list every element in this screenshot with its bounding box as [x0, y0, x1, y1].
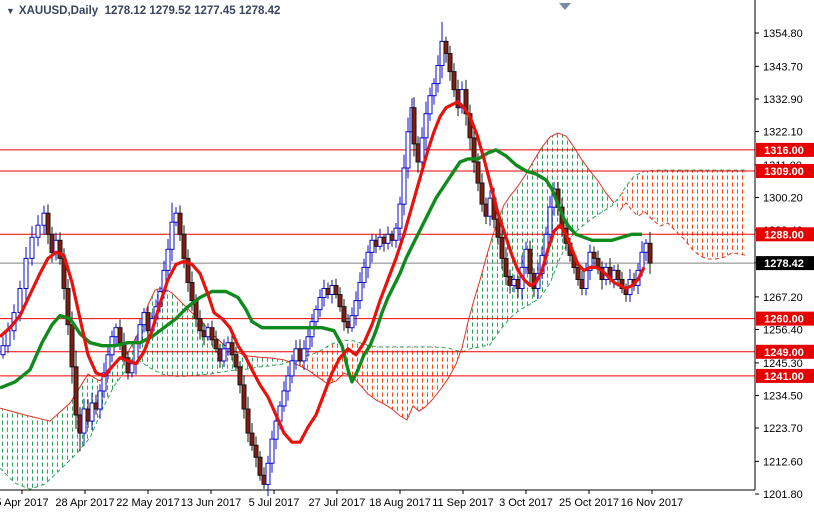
- price-level-label: 1316.00: [764, 145, 804, 157]
- price-level-label: 1309.00: [764, 166, 804, 178]
- date-tick-label: 18 Aug 2017: [369, 497, 431, 509]
- candles: [0, 21, 653, 497]
- chart-symbol-period: XAUUSD,Daily: [18, 5, 99, 17]
- price-level-label: 1278.42: [764, 258, 804, 270]
- chart-dropdown-icon[interactable]: ▼: [6, 6, 15, 16]
- price-tick-label: 1201.80: [763, 489, 803, 501]
- date-tick-label: 27 Jul 2017: [309, 497, 366, 509]
- price-tick-label: 1332.90: [763, 94, 803, 106]
- price-level-label: 1288.00: [764, 229, 804, 241]
- price-level-label: 1241.00: [764, 371, 804, 383]
- price-tick-label: 1322.10: [763, 127, 803, 139]
- level-price-labels: 1316.00 1309.00 1288.00 1260.00 1249.00 1241.…: [756, 142, 814, 383]
- price-tick-label: 1354.80: [763, 28, 803, 40]
- price-tick-label: 1223.70: [763, 423, 803, 435]
- price-level-label: 1249.00: [764, 347, 804, 359]
- date-tick-label: 3 Oct 2017: [499, 497, 553, 509]
- date-tick-label: 22 May 2017: [116, 497, 180, 509]
- date-tick-label: 25 Oct 2017: [559, 497, 619, 509]
- price-tick-label: 1267.20: [763, 292, 803, 304]
- price-tick-label: 1343.70: [763, 61, 803, 73]
- axes: [0, 0, 756, 491]
- date-tick-label: 11 Sep 2017: [432, 497, 494, 509]
- date-tick-label: 28 Apr 2017: [55, 497, 114, 509]
- chart-shift-marker-icon[interactable]: [559, 3, 571, 10]
- date-tick-label: 13 Jun 2017: [181, 497, 242, 509]
- price-level-label: 1260.00: [764, 314, 804, 326]
- price-tick-label: 1245.30: [763, 358, 803, 370]
- price-tick-label: 1300.20: [763, 193, 803, 205]
- date-tick-label: 16 Nov 2017: [621, 497, 683, 509]
- price-tick-label: 1256.40: [763, 325, 803, 337]
- date-axis-labels: 5 Apr 2017 28 Apr 2017 22 May 2017 13 Jun 2…: [0, 490, 683, 509]
- chart-title: ▼ XAUUSD,Daily 1278.12 1279.52 1277.45 12…: [6, 5, 280, 17]
- chart-ohlc-values: 1278.12 1279.52 1277.45 1278.42: [104, 5, 281, 17]
- ma-slow-line: [0, 148, 642, 390]
- price-tick-label: 1212.60: [763, 456, 803, 468]
- chart-shift-marker: [559, 3, 571, 10]
- price-tick-label: 1234.50: [763, 391, 803, 403]
- date-tick-label: 5 Jul 2017: [249, 497, 300, 509]
- ichimoku-cloud: [0, 133, 745, 490]
- date-tick-label: 5 Apr 2017: [0, 497, 49, 509]
- ma-fast-line: [0, 100, 646, 444]
